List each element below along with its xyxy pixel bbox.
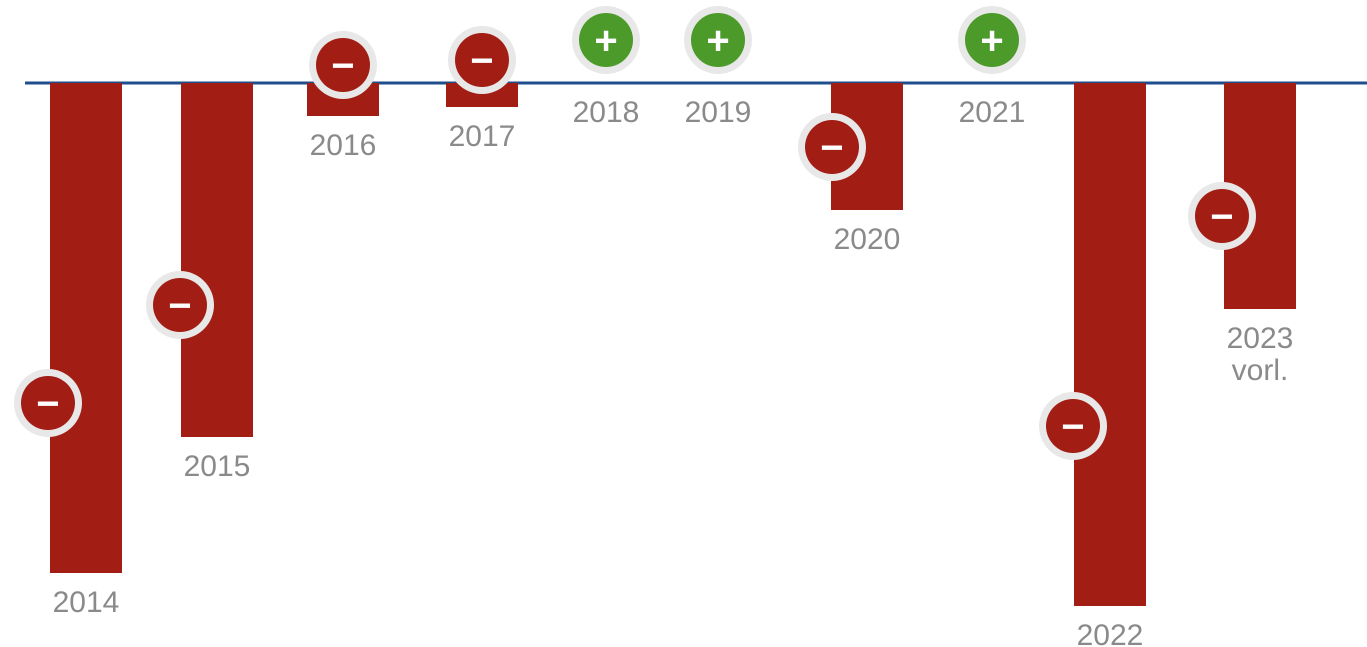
sign: − (1061, 405, 1084, 449)
sign-badge (21, 376, 75, 430)
category-label: 2018 (572, 96, 640, 129)
sign-badge (805, 120, 859, 174)
sign: − (168, 284, 191, 328)
category-label: 2016 (309, 129, 377, 162)
sign-badge (316, 38, 370, 92)
sign-badge (1195, 189, 1249, 243)
sign-badge (153, 278, 207, 332)
category-label: 2022 (1076, 619, 1144, 647)
category-label: 2023 vorl. (1226, 322, 1294, 387)
sign: + (706, 19, 729, 63)
sign: − (36, 382, 59, 426)
sign: + (980, 19, 1003, 63)
sign: − (1210, 195, 1233, 239)
sign-badge (965, 13, 1019, 67)
sign-badge (455, 33, 509, 87)
sign-badge (691, 13, 745, 67)
bar (50, 83, 122, 573)
bar (1074, 83, 1146, 606)
category-label: 2019 (684, 96, 752, 129)
category-label: 2017 (448, 120, 516, 153)
sign-badge (1046, 399, 1100, 453)
sign: − (820, 126, 843, 170)
bar (181, 83, 253, 437)
sign: − (331, 44, 354, 88)
category-label: 2021 (958, 96, 1026, 129)
category-label: 2014 (52, 586, 120, 619)
category-label: 2015 (183, 450, 251, 483)
category-label: 2020 (833, 223, 901, 256)
sign: − (470, 39, 493, 83)
sign-badge (579, 13, 633, 67)
sign: + (594, 19, 617, 63)
